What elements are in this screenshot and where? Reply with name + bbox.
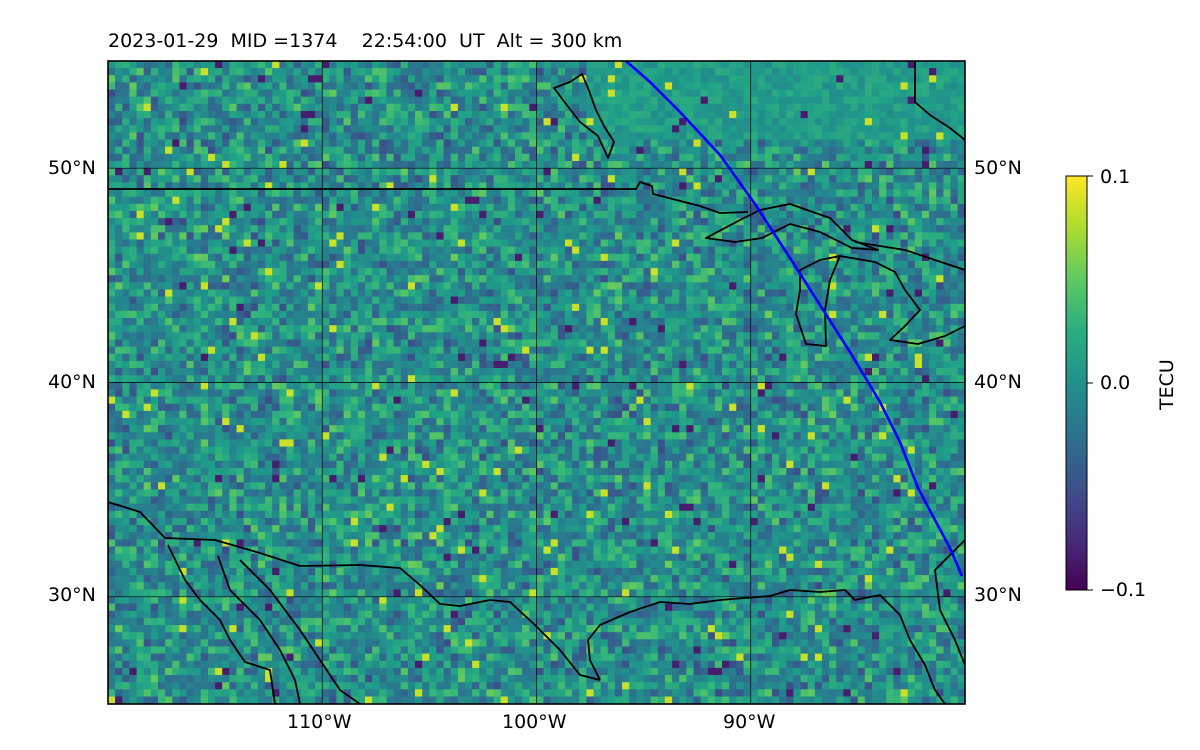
solar-terminator [625,61,964,577]
map-frame [107,60,966,705]
colorbar [1065,175,1088,591]
coastlines [108,61,965,704]
hudson-islands [553,73,615,159]
lat-label-30-right: 30°N [974,584,1022,606]
baja-california [167,544,276,704]
lat-label-40-right: 40°N [974,371,1022,393]
lon-label-100: 100°W [502,711,567,733]
colorbar-label: TECU [1156,359,1178,410]
lat-label-50-left: 50°N [48,157,96,179]
mexico-gulf-coast [217,555,301,704]
tec-field [108,61,965,704]
lake-huron-erie [839,255,965,345]
colorbar-tick-min: −0.1 [1100,579,1147,601]
lon-label-90: 90°W [723,711,776,733]
colorbar-ticks [1087,175,1093,591]
canada-east [914,61,965,141]
lat-label-30-left: 30°N [48,584,96,606]
mexico-pacific-coast [239,559,361,704]
lat-label-40-left: 40°N [48,371,96,393]
us-mexico-border [108,501,601,681]
lat-label-50-right: 50°N [974,157,1022,179]
florida-coast [934,539,965,666]
us-canada-border [108,181,749,214]
map-title: 2023-01-29 MID =1374 22:54:00 UT Alt = 3… [108,30,623,52]
colorbar-tick-max: 0.1 [1100,166,1131,188]
great-lakes-shore [854,241,965,271]
lon-label-110: 110°W [287,711,352,733]
gulf-coast [587,589,946,704]
colorbar-tick-zero: 0.0 [1100,372,1131,394]
lake-michigan [795,255,841,347]
